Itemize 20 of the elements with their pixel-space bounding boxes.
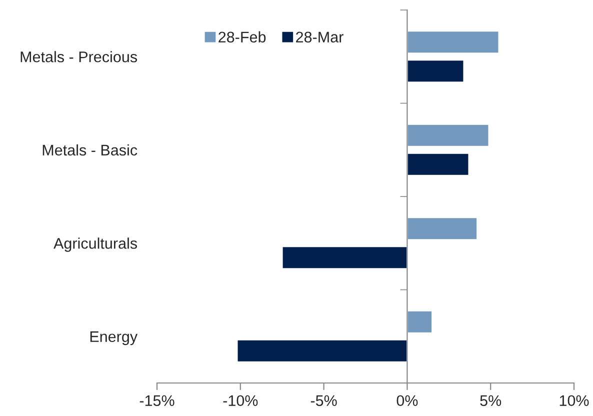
bar — [406, 152, 470, 176]
bar — [406, 30, 500, 54]
bar — [406, 310, 433, 334]
bar — [281, 246, 408, 270]
bar — [406, 216, 478, 241]
y-tick-label: Metals - Precious — [20, 51, 138, 62]
y-tick-label: Energy — [90, 331, 138, 346]
y-tick-label: Metals - Basic — [42, 144, 138, 156]
y-tick-label: Agriculturals — [54, 238, 138, 252]
x-tick-label: 10% — [560, 395, 589, 406]
bar — [406, 124, 490, 148]
x-tick-label: -10% — [223, 395, 258, 406]
x-tick-label: 0% — [396, 395, 418, 406]
bar — [236, 338, 408, 363]
x-tick-label: -5% — [310, 395, 337, 406]
legend-label: 28-Mar — [296, 32, 344, 43]
x-tick-label: 5% — [480, 395, 502, 406]
legend-label: 28-Feb — [218, 31, 266, 43]
bar — [406, 59, 465, 83]
x-tick-label: -15% — [140, 395, 174, 406]
